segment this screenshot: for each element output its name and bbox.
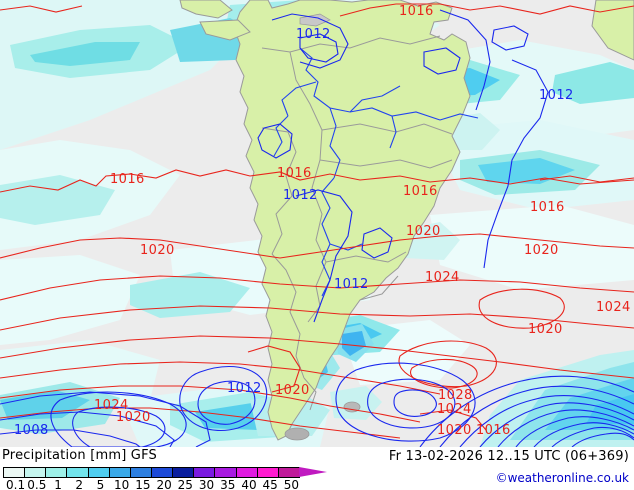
- colorbar-tick-0.1: 0.1: [6, 478, 26, 490]
- colorbar-swatch-3: [67, 468, 89, 477]
- colorbar-tick-5: 5: [96, 478, 105, 490]
- copyright-notice: ©weatheronline.co.uk: [495, 471, 629, 485]
- legend-title: Precipitation [mm] GFS: [2, 448, 157, 463]
- forecast-datetime: Fr 13-02-2026 12..15 UTC (06+369): [388, 449, 629, 464]
- colorbar-tick-30: 30: [198, 478, 215, 490]
- colorbar-tick-0.5: 0.5: [27, 478, 47, 490]
- colorbar-swatch-1: [25, 468, 47, 477]
- colorbar-swatch-9: [194, 468, 216, 477]
- colorbar-swatch-5: [109, 468, 131, 477]
- colorbar-tick-20: 20: [156, 478, 172, 490]
- colorbar-swatch-10: [215, 468, 237, 477]
- colorbar-swatch-6: [130, 468, 152, 477]
- colorbar-tick-labels: 0.1 0.5 1 2 5 10 15 20 25 30 35 40 45 50: [0, 478, 330, 490]
- colorbar-overflow-arrow-icon: [299, 467, 327, 477]
- colorbar-swatch-13: [278, 468, 299, 477]
- colorbar-tick-1: 1: [54, 478, 62, 490]
- colorbar-tick-2: 2: [75, 478, 84, 490]
- colorbar-swatch-8: [173, 468, 195, 477]
- colorbar-swatch-2: [46, 468, 68, 477]
- colorbar-tick-25: 25: [177, 478, 193, 490]
- colorbar-swatch-11: [236, 468, 258, 477]
- land-mass: [179, 0, 634, 441]
- colorbar-swatch-4: [88, 468, 110, 477]
- colorbar-tick-35: 35: [220, 478, 236, 490]
- colorbar-swatch-12: [257, 468, 279, 477]
- map-footer: Precipitation [mm] GFS 0.1 0.5 1 2 5 10 15 20 25…: [0, 447, 634, 490]
- colorbar-swatches: [3, 467, 300, 478]
- precipitation-map[interactable]: 1012 1016 1012 1016 1016 1016 1012 1016 1020 1020…: [0, 0, 634, 447]
- high-pressure-isobars: [0, 3, 634, 439]
- colorbar-tick-50: 50: [283, 478, 300, 490]
- colorbar-tick-10: 10: [114, 478, 130, 490]
- colorbar-tick-45: 45: [262, 478, 278, 490]
- isobar-contours: [0, 3, 634, 447]
- colorbar-swatch-0: [4, 468, 26, 477]
- low-pressure-isobars: [0, 9, 634, 447]
- colorbar-tick-15: 15: [135, 478, 151, 490]
- precipitation-colorbar[interactable]: [3, 467, 327, 478]
- colorbar-tick-40: 40: [241, 478, 257, 490]
- colorbar-swatch-7: [151, 468, 174, 477]
